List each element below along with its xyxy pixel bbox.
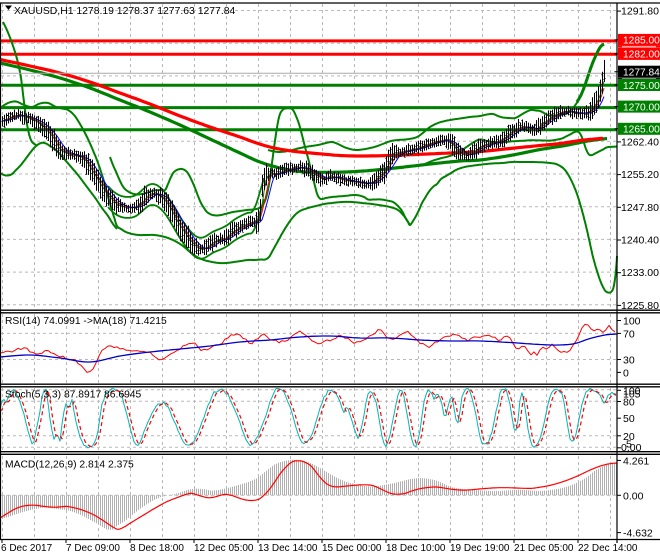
svg-text:12 Dec 05:00: 12 Dec 05:00 [194,543,254,554]
svg-text:50: 50 [623,413,635,425]
svg-text:22 Dec 14:00: 22 Dec 14:00 [578,543,638,554]
svg-text:18 Dec 10:00: 18 Dec 10:00 [386,543,446,554]
svg-text:1285.00: 1285.00 [623,36,660,47]
svg-text:0.00: 0.00 [621,442,642,454]
svg-text:70: 70 [623,328,635,340]
svg-text:-4.632: -4.632 [623,528,653,540]
svg-text:4.261: 4.261 [623,455,649,467]
svg-text:RSI(14) 74.0991 ->MA(18) 71.4: RSI(14) 74.0991 ->MA(18) 71.4215 [5,316,167,327]
svg-text:7 Dec 09:00: 7 Dec 09:00 [66,543,120,554]
svg-text:0.00: 0.00 [623,490,644,502]
svg-text:1277.84: 1277.84 [623,68,660,79]
svg-text:1291.80: 1291.80 [621,6,659,18]
svg-text:1240.40: 1240.40 [621,235,659,247]
svg-text:0: 0 [623,367,629,379]
svg-text:1275.00: 1275.00 [623,81,660,92]
svg-text:105: 105 [623,389,641,401]
svg-text:100: 100 [623,386,641,398]
svg-text:MACD(12,26,9) 2.814 2.375: MACD(12,26,9) 2.814 2.375 [5,460,134,471]
svg-text:1233.00: 1233.00 [621,267,659,279]
svg-text:Stoch(5,3,3) 87.8917 86.6945: Stoch(5,3,3) 87.8917 86.6945 [5,390,142,401]
svg-text:19 Dec 19:00: 19 Dec 19:00 [450,543,510,554]
svg-text:100: 100 [623,316,641,328]
svg-text:5: 5 [626,438,632,450]
svg-text:XAUUSD,H1 1278.19 1278.37 127: XAUUSD,H1 1278.19 1278.37 1277.63 1277.8… [14,6,235,17]
svg-text:1282.00: 1282.00 [623,50,660,61]
svg-text:30: 30 [623,355,635,367]
svg-text:1255.20: 1255.20 [621,169,659,181]
svg-text:21 Dec 05:00: 21 Dec 05:00 [514,543,574,554]
svg-text:80: 80 [623,397,635,409]
svg-text:6 Dec 2017: 6 Dec 2017 [1,543,53,554]
svg-text:1262.40: 1262.40 [621,136,659,148]
svg-text:1247.80: 1247.80 [621,202,659,214]
svg-text:20: 20 [623,431,635,443]
svg-text:1225.80: 1225.80 [621,300,659,312]
svg-text:8 Dec 18:00: 8 Dec 18:00 [130,543,184,554]
svg-text:1265.00: 1265.00 [623,125,660,136]
svg-text:13 Dec 14:00: 13 Dec 14:00 [258,543,318,554]
svg-text:1270.00: 1270.00 [623,102,660,113]
svg-text:15 Dec 00:00: 15 Dec 00:00 [322,543,382,554]
